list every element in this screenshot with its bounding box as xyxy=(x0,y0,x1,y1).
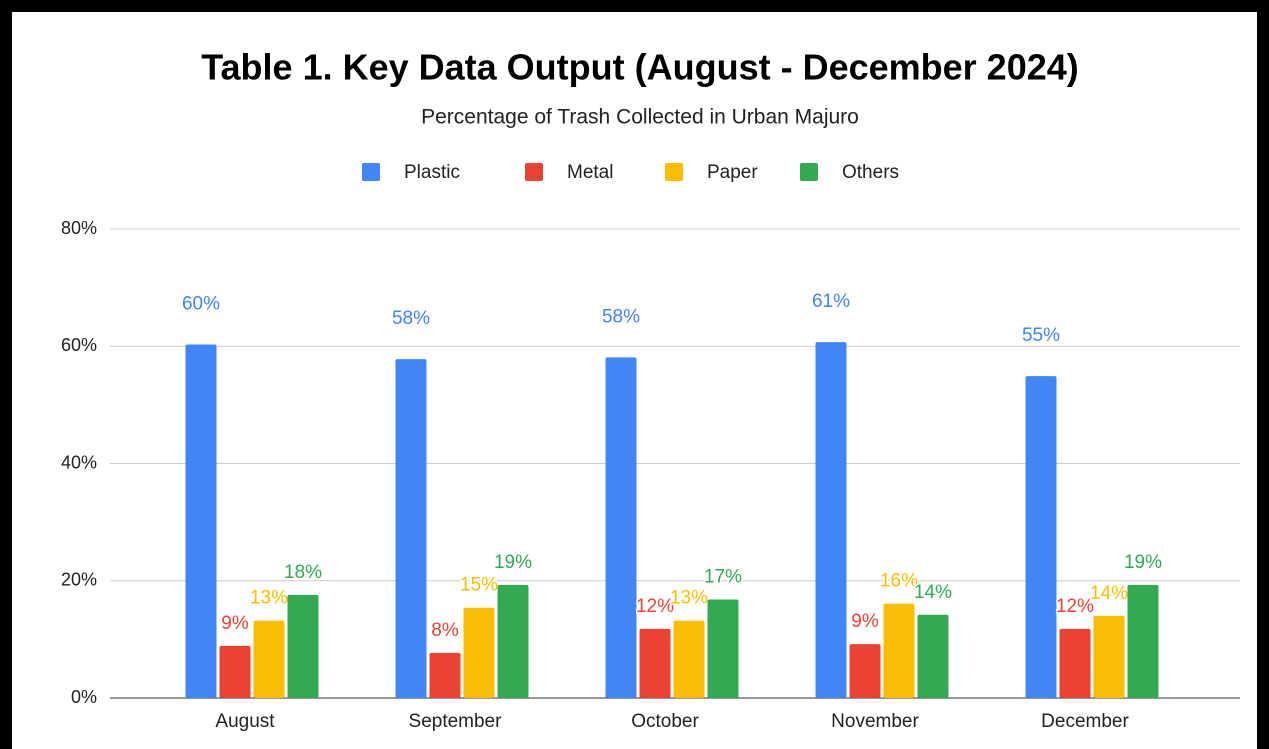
data-label: 19% xyxy=(1124,552,1162,573)
legend-label: Metal xyxy=(567,162,613,183)
bar xyxy=(673,620,705,698)
chart-subtitle: Percentage of Trash Collected in Urban M… xyxy=(421,106,859,129)
x-tick-label: October xyxy=(631,711,699,732)
data-label: 60% xyxy=(182,294,220,315)
bar xyxy=(917,614,949,698)
y-tick-label: 40% xyxy=(61,452,97,472)
x-tick-label: September xyxy=(409,711,503,732)
bar xyxy=(605,357,637,698)
bar xyxy=(429,652,461,698)
bar xyxy=(1093,615,1125,698)
data-label: 8% xyxy=(431,620,459,641)
bar xyxy=(815,342,847,698)
data-label: 58% xyxy=(602,306,640,327)
data-label: 19% xyxy=(494,552,532,573)
y-tick-label: 0% xyxy=(71,687,97,707)
data-label: 12% xyxy=(636,596,674,617)
y-tick-label: 60% xyxy=(61,335,97,355)
data-label: 18% xyxy=(284,562,322,583)
legend-label: Plastic xyxy=(404,162,460,183)
bar xyxy=(185,344,217,698)
bar xyxy=(707,599,739,698)
legend-swatch xyxy=(525,163,543,181)
legend-swatch xyxy=(800,163,818,181)
legend-swatch xyxy=(362,163,380,181)
legend-swatch xyxy=(665,163,683,181)
data-label: 12% xyxy=(1056,596,1094,617)
bar xyxy=(883,603,915,698)
x-tick-label: August xyxy=(215,711,275,732)
bar xyxy=(639,628,671,698)
data-label: 16% xyxy=(880,571,918,592)
bar xyxy=(1127,584,1159,698)
data-label: 15% xyxy=(460,575,498,596)
bar xyxy=(219,645,251,698)
bar xyxy=(849,644,881,698)
data-label: 61% xyxy=(812,291,850,312)
data-label: 58% xyxy=(392,308,430,329)
bar xyxy=(287,594,319,698)
data-label: 9% xyxy=(221,613,249,634)
bar xyxy=(1025,376,1057,698)
bar xyxy=(1059,628,1091,698)
y-tick-label: 20% xyxy=(61,570,97,590)
legend-label: Paper xyxy=(707,162,758,183)
data-label: 55% xyxy=(1022,325,1060,346)
y-tick-label: 80% xyxy=(61,218,97,238)
bar xyxy=(463,607,495,698)
data-label: 14% xyxy=(914,582,952,603)
data-label: 17% xyxy=(704,567,742,588)
bar xyxy=(497,584,529,698)
data-label: 13% xyxy=(250,588,288,609)
legend-label: Others xyxy=(842,162,899,183)
bar xyxy=(253,620,285,698)
data-label: 14% xyxy=(1090,583,1128,604)
x-tick-label: November xyxy=(831,711,919,732)
chart-title: Table 1. Key Data Output (August - Decem… xyxy=(201,47,1079,88)
data-label: 9% xyxy=(851,611,879,632)
data-label: 13% xyxy=(670,588,708,609)
x-tick-label: December xyxy=(1041,711,1129,732)
bar xyxy=(395,359,427,698)
